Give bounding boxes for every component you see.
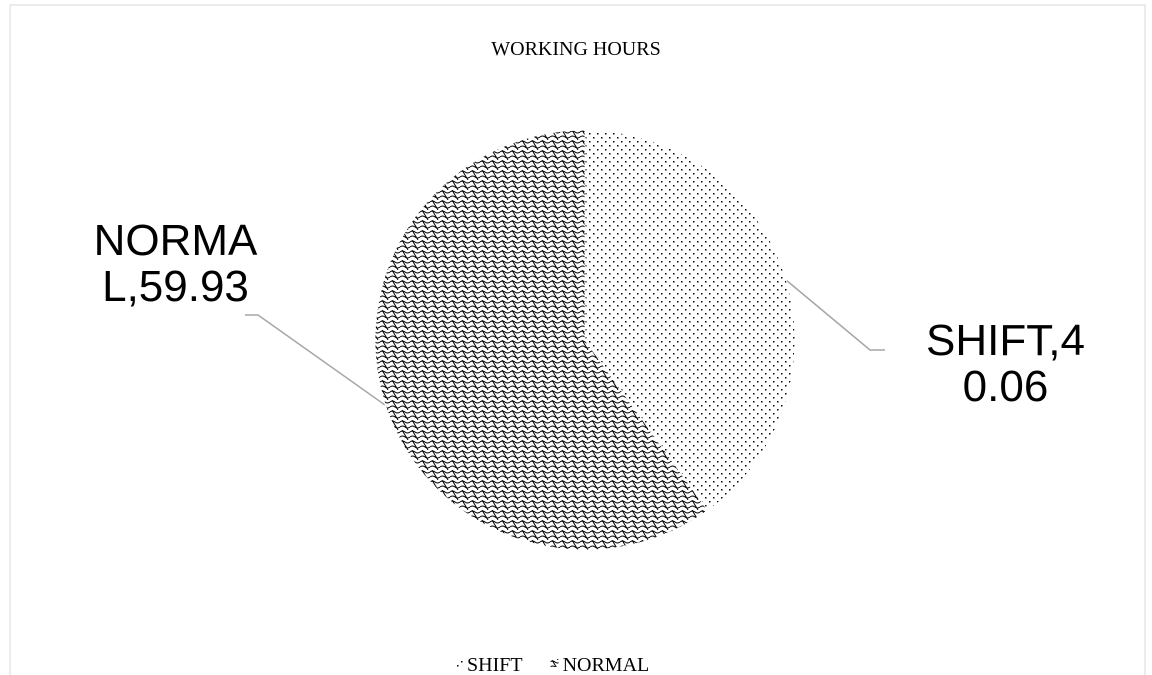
legend-label: SHIFT — [467, 654, 523, 675]
chart-border — [9, 4, 1146, 675]
legend-swatch — [455, 659, 463, 667]
data-label: NORMAL,59.93 — [93, 216, 258, 311]
chart-title: WORKING HOURS — [491, 38, 660, 60]
leader-line — [779, 274, 885, 351]
legend-label: NORMAL — [563, 654, 650, 675]
legend-swatch — [550, 659, 559, 667]
data-label: SHIFT,40.06 — [926, 316, 1085, 411]
leader-line — [245, 314, 386, 406]
pie-slice — [584, 129, 796, 512]
pie-slice — [374, 129, 709, 551]
